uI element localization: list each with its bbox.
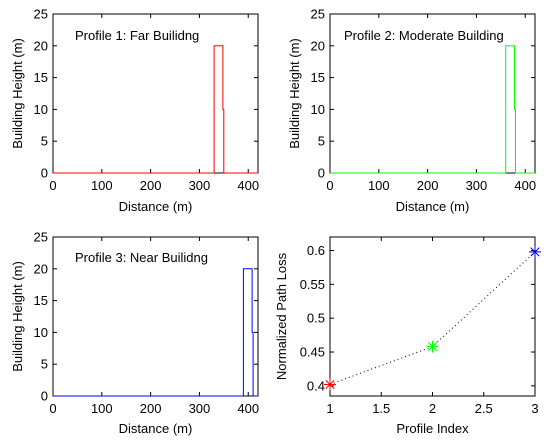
x-tick-label: 3 xyxy=(531,401,538,416)
y-tick-label: 25 xyxy=(34,230,48,245)
star-stroke xyxy=(530,247,540,257)
x-tick-label: 200 xyxy=(140,178,162,193)
y-axis-label-4: Normalized Path Loss xyxy=(274,252,289,380)
y-tick-label: 0.55 xyxy=(300,277,325,292)
x-tick-label: 400 xyxy=(237,178,259,193)
subplot-3: 0 100 200 300 400 0 5 10 15 20 25 Profile 3: Near… xyxy=(10,230,259,437)
y-tick-label: 25 xyxy=(311,7,325,22)
y-tick-label: 5 xyxy=(41,134,48,149)
subplot-1: 0 100 200 300 400 0 5 10 15 20 25 Profile 1: Far … xyxy=(10,7,259,215)
y-tick-label: 25 xyxy=(34,7,48,22)
y-tick-label: 10 xyxy=(34,102,48,117)
y-ticks-2: 0 5 10 15 20 25 xyxy=(311,7,535,181)
star-stroke xyxy=(325,379,335,390)
star-marker-1 xyxy=(324,378,336,391)
x-ticks-2: 0 100 200 300 400 xyxy=(326,14,536,193)
y-ticks-4: 0.4 0.45 0.5 0.55 0.6 xyxy=(300,243,535,393)
profile-1-line xyxy=(53,45,258,174)
annotation-3: Profile 3: Near Builidng xyxy=(75,250,208,265)
y-axis-label-2: Building Height (m) xyxy=(287,38,302,149)
x-tick-label: 1.5 xyxy=(372,401,390,416)
y-tick-label: 0 xyxy=(41,389,48,404)
x-axis-label-4: Profile Index xyxy=(396,421,469,436)
x-axis-label-2: Distance (m) xyxy=(396,199,470,214)
y-tick-label: 20 xyxy=(311,38,325,53)
subplot-4: 1 1.5 2 2.5 3 0.4 0.45 0.5 0.55 0.6 Profile Inde… xyxy=(274,236,541,436)
x-tick-label: 100 xyxy=(368,178,390,193)
x-tick-label: 300 xyxy=(189,178,211,193)
x-tick-label: 100 xyxy=(91,401,113,416)
axes-box-4 xyxy=(329,236,536,397)
x-tick-label: 2 xyxy=(429,401,436,416)
x-axis-label-1: Distance (m) xyxy=(119,199,193,214)
x-tick-label: 200 xyxy=(140,401,162,416)
y-tick-label: 10 xyxy=(311,102,325,117)
x-tick-label: 100 xyxy=(91,178,113,193)
profile-3-line xyxy=(53,268,258,397)
y-axis-label-3: Building Height (m) xyxy=(10,261,25,372)
x-tick-label: 300 xyxy=(466,178,488,193)
x-tick-label: 0 xyxy=(49,401,56,416)
y-ticks-3: 0 5 10 15 20 25 xyxy=(34,230,258,404)
subplot-2: 0 100 200 300 400 0 5 10 15 20 25 Profile 2: Mode… xyxy=(287,7,536,215)
profile-2-line xyxy=(330,45,535,174)
x-tick-label: 400 xyxy=(514,178,536,193)
star-stroke xyxy=(427,342,438,352)
y-tick-label: 5 xyxy=(318,134,325,149)
x-tick-label: 1 xyxy=(326,401,333,416)
x-tick-label: 0 xyxy=(49,178,56,193)
y-tick-label: 0.4 xyxy=(307,378,325,393)
annotation-2: Profile 2: Moderate Building xyxy=(344,28,504,43)
y-tick-label: 15 xyxy=(34,70,48,85)
x-tick-label: 0 xyxy=(326,178,333,193)
y-tick-label: 0 xyxy=(318,166,325,181)
y-tick-label: 10 xyxy=(34,325,48,340)
y-tick-label: 20 xyxy=(34,261,48,276)
y-tick-label: 0.5 xyxy=(307,311,325,326)
x-ticks-1: 0 100 200 300 400 xyxy=(49,14,259,193)
axes-box-2 xyxy=(329,13,536,174)
y-tick-label: 15 xyxy=(34,293,48,308)
x-ticks-4: 1 1.5 2 2.5 3 xyxy=(326,237,539,416)
x-tick-label: 2.5 xyxy=(475,401,493,416)
y-tick-label: 0.45 xyxy=(300,345,325,360)
y-tick-label: 20 xyxy=(34,38,48,53)
y-tick-label: 5 xyxy=(41,357,48,372)
y-tick-label: 0.6 xyxy=(307,243,325,258)
y-tick-label: 0 xyxy=(41,166,48,181)
y-tick-label: 15 xyxy=(311,70,325,85)
star-marker-2 xyxy=(426,340,439,353)
x-ticks-3: 0 100 200 300 400 xyxy=(49,237,259,416)
y-axis-label-1: Building Height (m) xyxy=(10,38,25,149)
x-tick-label: 300 xyxy=(189,401,211,416)
path-loss-markers xyxy=(324,245,541,391)
x-tick-label: 200 xyxy=(417,178,439,193)
annotation-1: Profile 1: Far Builidng xyxy=(75,28,199,43)
star-marker-3 xyxy=(529,245,541,258)
x-tick-label: 400 xyxy=(237,401,259,416)
axes-box-3 xyxy=(52,236,259,397)
path-loss-dotted-line xyxy=(329,251,536,385)
x-axis-label-3: Distance (m) xyxy=(119,421,193,436)
